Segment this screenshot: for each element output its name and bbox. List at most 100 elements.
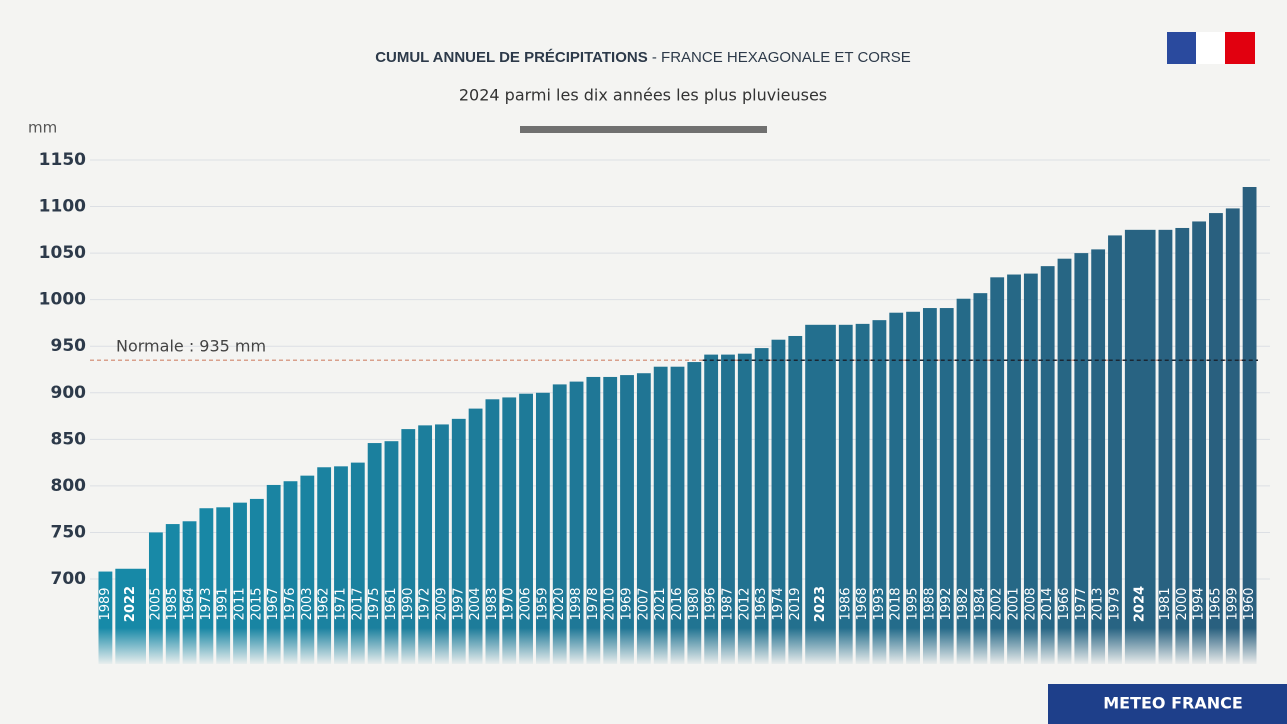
x-tick-label: 1959 bbox=[535, 587, 550, 620]
bar bbox=[1175, 227, 1190, 664]
bar bbox=[653, 366, 668, 664]
bar bbox=[1192, 221, 1207, 664]
bar bbox=[468, 408, 483, 664]
bar bbox=[788, 335, 803, 664]
bar bbox=[805, 324, 836, 664]
x-tick-label: 1985 bbox=[165, 587, 180, 620]
bar bbox=[838, 324, 853, 664]
x-tick-label: 2020 bbox=[552, 587, 567, 620]
y-tick-label: 750 bbox=[51, 522, 87, 542]
x-tick-label: 1988 bbox=[922, 587, 937, 620]
bar bbox=[300, 475, 315, 664]
bar bbox=[485, 399, 500, 664]
x-tick-label: 1999 bbox=[1225, 587, 1240, 620]
x-tick-label: 1965 bbox=[1208, 587, 1223, 620]
subtitle: 2024 parmi les dix années les plus pluvi… bbox=[459, 86, 827, 105]
bar bbox=[922, 308, 937, 664]
bar bbox=[1108, 235, 1122, 665]
x-tick-label: 2002 bbox=[990, 587, 1005, 620]
x-tick-label: 1986 bbox=[838, 587, 853, 620]
bar bbox=[350, 462, 365, 664]
bar bbox=[872, 320, 887, 664]
bar bbox=[956, 298, 971, 664]
x-tick-label: 1976 bbox=[283, 587, 298, 620]
bar bbox=[687, 362, 702, 664]
y-tick-label: 1150 bbox=[39, 150, 86, 170]
x-tick-label: 2021 bbox=[653, 587, 668, 620]
bar bbox=[502, 397, 517, 664]
x-tick-label: 1994 bbox=[1192, 587, 1207, 620]
bar bbox=[855, 323, 870, 664]
bar bbox=[334, 466, 348, 664]
bar bbox=[973, 293, 988, 664]
x-tick-label: 1968 bbox=[855, 587, 870, 620]
bar bbox=[603, 376, 618, 664]
footer: METEO FRANCE bbox=[1103, 694, 1243, 713]
bar bbox=[1242, 187, 1257, 664]
x-tick-label: 2023 bbox=[813, 586, 828, 622]
x-tick-label: 2000 bbox=[1175, 587, 1190, 620]
bar bbox=[535, 392, 550, 664]
x-tick-label: 2019 bbox=[788, 587, 803, 620]
bar bbox=[670, 366, 685, 664]
y-tick-label: 1050 bbox=[39, 243, 86, 263]
x-tick-label: 2015 bbox=[249, 587, 264, 620]
x-tick-label: 2022 bbox=[123, 586, 138, 622]
bar bbox=[283, 481, 298, 664]
decor-hatch bbox=[520, 126, 767, 133]
bar bbox=[384, 441, 399, 664]
bar bbox=[939, 308, 954, 664]
bar bbox=[569, 381, 584, 664]
x-tick-label: 2006 bbox=[519, 587, 534, 620]
bar bbox=[1225, 208, 1240, 664]
bar bbox=[1074, 253, 1089, 664]
bar bbox=[620, 375, 634, 664]
x-tick-label: 1961 bbox=[384, 587, 399, 620]
bar bbox=[754, 348, 769, 664]
bar bbox=[636, 373, 651, 664]
bar bbox=[199, 508, 214, 664]
bar bbox=[216, 507, 231, 664]
bar bbox=[519, 393, 533, 664]
x-tick-label: 1995 bbox=[906, 587, 921, 620]
x-tick-label: 1989 bbox=[98, 587, 113, 620]
x-tick-label: 1984 bbox=[973, 587, 988, 620]
x-tick-label: 1981 bbox=[1158, 587, 1173, 620]
bar bbox=[1007, 274, 1021, 664]
bar bbox=[1091, 249, 1106, 665]
bar bbox=[889, 312, 904, 664]
bar bbox=[586, 376, 601, 664]
bar bbox=[1209, 213, 1223, 664]
x-tick-label: 1998 bbox=[569, 587, 584, 620]
x-tick-label: 2009 bbox=[434, 587, 449, 620]
x-tick-label: 1979 bbox=[1107, 587, 1122, 620]
x-tick-label: 1997 bbox=[451, 587, 466, 620]
x-tick-label: 2010 bbox=[603, 587, 618, 620]
bar bbox=[906, 311, 920, 664]
bar bbox=[418, 425, 433, 664]
x-tick-label: 2016 bbox=[670, 587, 685, 620]
x-tick-label: 2018 bbox=[889, 587, 904, 620]
bar bbox=[552, 384, 567, 664]
bar bbox=[367, 443, 382, 664]
x-tick-label: 1993 bbox=[872, 587, 887, 620]
bar bbox=[249, 498, 264, 664]
x-tick-label: 2005 bbox=[148, 587, 163, 620]
bar bbox=[266, 484, 281, 664]
x-tick-label: 2012 bbox=[737, 587, 752, 620]
bar bbox=[401, 429, 416, 664]
bar bbox=[721, 354, 735, 664]
x-tick-label: 1996 bbox=[704, 587, 719, 620]
title-main: CUMUL ANNUEL DE PRÉCIPITATIONS bbox=[375, 49, 648, 66]
chart-title: CUMUL ANNUEL DE PRÉCIPITATIONS - FRANCE … bbox=[375, 49, 911, 66]
x-tick-label: 2024 bbox=[1133, 586, 1148, 622]
x-tick-label: 1977 bbox=[1074, 587, 1089, 620]
x-tick-label: 1969 bbox=[620, 587, 635, 620]
bottom-fade bbox=[95, 628, 1260, 666]
x-tick-label: 1974 bbox=[771, 587, 786, 620]
logo bbox=[1167, 32, 1255, 64]
logo-blue bbox=[1167, 32, 1196, 64]
y-tick-label: 700 bbox=[51, 569, 87, 589]
x-tick-label: 1990 bbox=[401, 587, 416, 620]
